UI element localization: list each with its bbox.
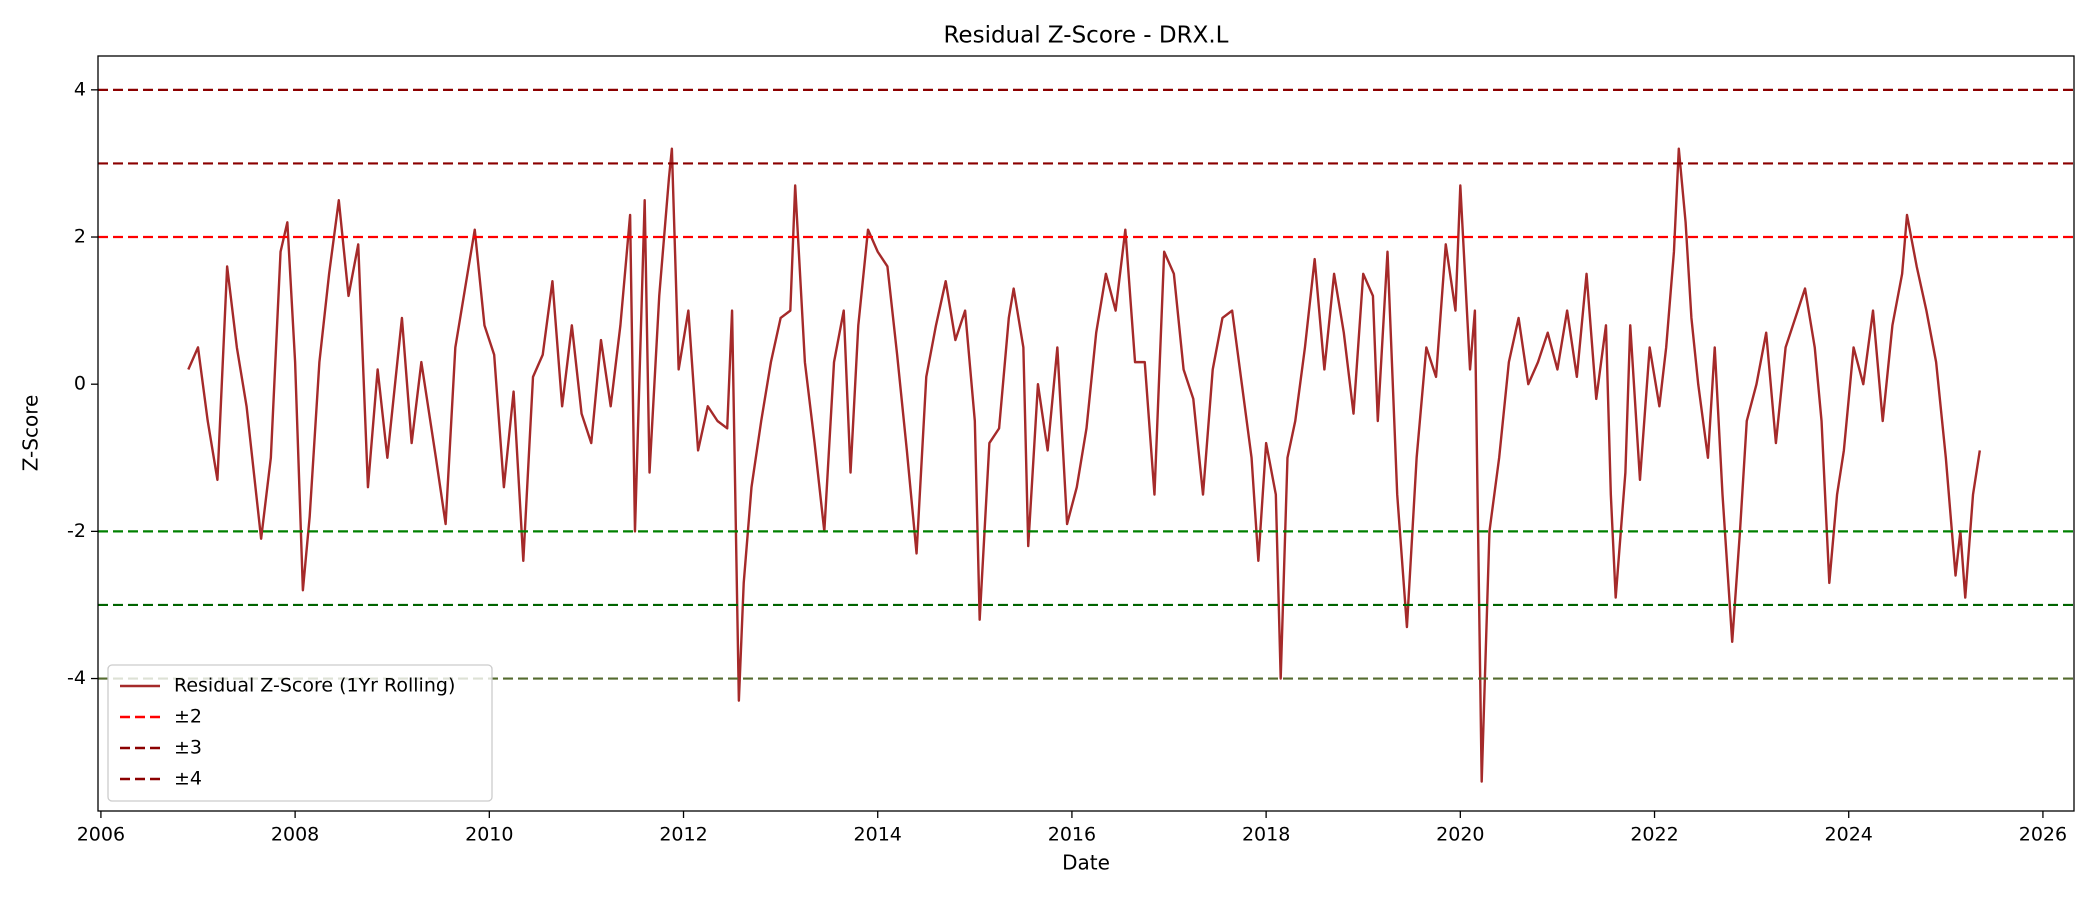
chart-title: Residual Z-Score - DRX.L <box>943 23 1228 49</box>
legend-box <box>107 664 493 802</box>
legend-label: ±3 <box>174 737 202 759</box>
x-tick-label: 2010 <box>465 824 513 846</box>
y-tick-label: -2 <box>67 520 86 542</box>
plot-frame <box>97 55 2075 812</box>
y-tick-label: -4 <box>67 667 86 689</box>
x-tick-label: 2008 <box>271 824 319 846</box>
y-tick-label: 4 <box>74 78 86 100</box>
legend-label: ±4 <box>174 768 202 790</box>
data-line <box>187 147 1981 783</box>
x-tick-label: 2012 <box>659 824 707 846</box>
x-tick-label: 2020 <box>1436 824 1484 846</box>
y-axis-label: Z-Score <box>19 395 43 472</box>
y-tick-label: 2 <box>74 226 86 248</box>
x-tick-label: 2016 <box>1048 824 1096 846</box>
x-tick-label: 2026 <box>2019 824 2067 846</box>
x-axis-label: Date <box>1062 851 1110 875</box>
legend-label: Residual Z-Score (1Yr Rolling) <box>174 675 455 697</box>
legend-label: ±2 <box>174 706 202 728</box>
y-tick-label: 0 <box>74 373 86 395</box>
x-tick-label: 2014 <box>854 824 902 846</box>
x-tick-label: 2022 <box>1630 824 1678 846</box>
x-tick-label: 2024 <box>1825 824 1873 846</box>
x-tick-label: 2006 <box>77 824 125 846</box>
legend: Residual Z-Score (1Yr Rolling) ±2 ±3 ±4 <box>107 664 493 802</box>
x-tick-label: 2018 <box>1242 824 1290 846</box>
